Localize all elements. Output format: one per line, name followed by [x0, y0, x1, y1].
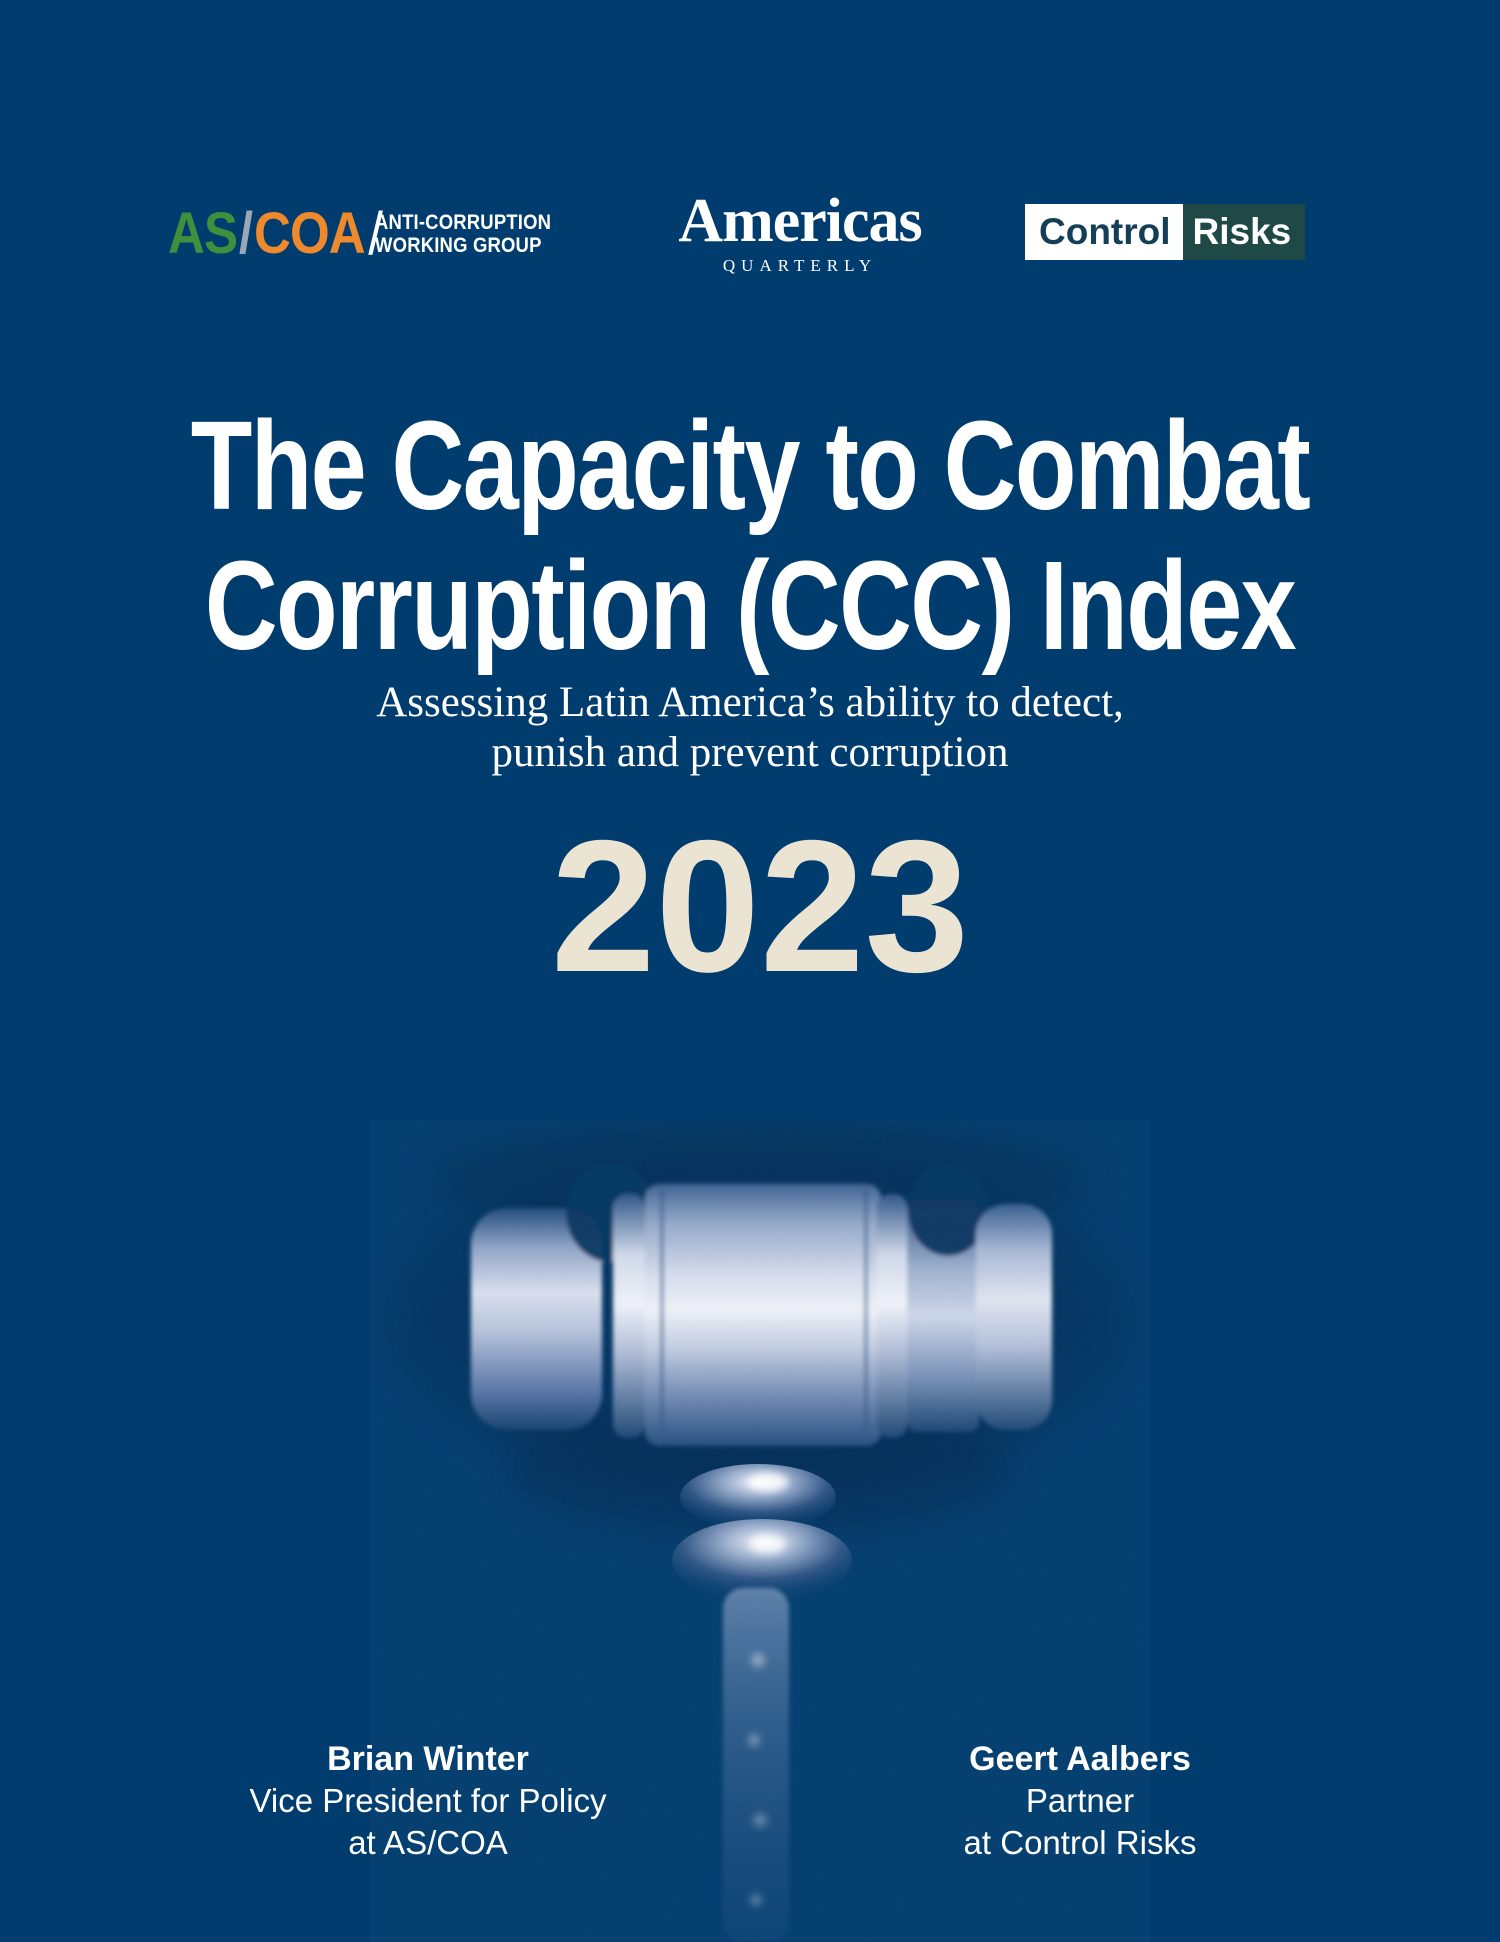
- ascoa-group-line2: WORKING GROUP: [375, 234, 542, 257]
- report-year: 2023: [550, 801, 970, 1011]
- report-title: The Capacity to Combat Corruption (CCC) …: [150, 396, 1350, 676]
- americas-quarterly-wordmark: Americas: [678, 187, 922, 255]
- ascoa-wordmark: AS / COA / ANTI-CORRUPTION WORKING GROUP: [168, 204, 551, 264]
- credit-right-name: Geert Aalbers: [969, 1740, 1191, 1778]
- control-risks-word2-text: Risks: [1192, 211, 1292, 252]
- credit-left-role2: at AS/COA: [348, 1824, 508, 1861]
- report-title-line1: The Capacity to Combat: [190, 395, 1311, 536]
- ascoa-slash-icon: /: [238, 201, 253, 266]
- control-risks-word2: Risks: [1182, 204, 1306, 260]
- credit-left: Brian Winter Vice President for Policy a…: [128, 1738, 728, 1864]
- control-risks-word1: Control: [1025, 204, 1183, 260]
- ascoa-as: AS: [168, 201, 238, 266]
- americas-quarterly-logo: Americas QUARTERLY: [650, 190, 950, 276]
- report-subtitle: Assessing Latin America’s ability to det…: [0, 678, 1500, 778]
- report-subtitle-line2: punish and prevent corruption: [491, 729, 1009, 776]
- credit-left-name: Brian Winter: [327, 1740, 529, 1778]
- americas-quarterly-subtitle: QUARTERLY: [722, 256, 878, 275]
- ascoa-logo: AS / COA / ANTI-CORRUPTION WORKING GROUP: [168, 204, 603, 264]
- ascoa-group-line1: ANTI-CORRUPTION: [375, 210, 552, 234]
- ascoa-coa: COA: [253, 201, 366, 266]
- credit-right-role1: Partner: [1025, 1782, 1135, 1819]
- credit-right-role2: at Control Risks: [963, 1824, 1197, 1861]
- header-logo-row: AS / COA / ANTI-CORRUPTION WORKING GROUP Am…: [0, 190, 1500, 276]
- credit-right: Geert Aalbers Partner at Control Risks: [780, 1738, 1380, 1864]
- control-risks-logo: Control Risks: [1025, 204, 1306, 260]
- report-subtitle-line1: Assessing Latin America’s ability to det…: [376, 679, 1124, 726]
- control-risks-word1-text: Control: [1039, 211, 1171, 252]
- gavel-image: [370, 1120, 1150, 1942]
- credit-left-role1: Vice President for Policy: [249, 1782, 607, 1819]
- ascoa-slash2-icon: /: [368, 200, 383, 267]
- report-title-line2: Corruption (CCC) Index: [204, 535, 1297, 676]
- ascoa-working-group-label: ANTI-CORRUPTION WORKING GROUP: [375, 211, 551, 257]
